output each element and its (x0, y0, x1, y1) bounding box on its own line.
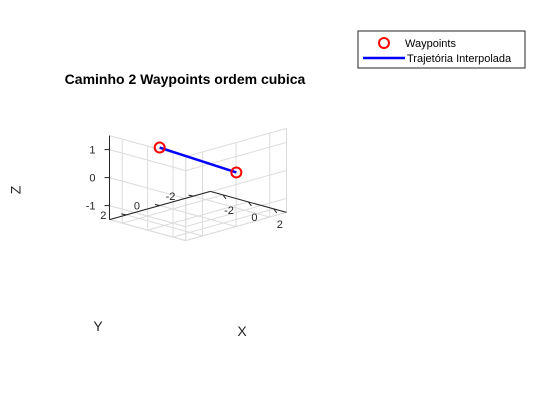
z-tick-label: -1 (86, 201, 96, 213)
plot-data (153, 141, 243, 179)
x-tick-mark (222, 194, 227, 200)
legend: Waypoints Trajetória Interpolada (357, 30, 526, 69)
trajectory-line (159, 146, 237, 174)
grid-lines (109, 127, 287, 242)
legend-marker-waypoints (378, 37, 390, 49)
grid-line-floor-y (193, 195, 270, 218)
y-axis-label: Y (93, 318, 103, 334)
grid-line-wall-yz (185, 211, 287, 242)
grid-line-wall-yz (185, 127, 287, 158)
x-tick-mark (273, 208, 278, 214)
waypoint-marker (153, 141, 166, 154)
legend-label-trajectory: Trajetória Interpolada (407, 53, 512, 65)
grid-line-wall-xz (109, 177, 186, 200)
legend-label-waypoints: Waypoints (405, 38, 456, 50)
y-tick-label: 0 (134, 201, 140, 213)
grid-line-wall-yz (185, 141, 287, 172)
x-tick-label: 0 (251, 212, 257, 224)
grid-line-wall-xz (109, 149, 186, 172)
x-axis-label: X (237, 323, 247, 339)
y-tick-mark (188, 194, 194, 197)
y-tick-mark (121, 213, 127, 216)
axes (104, 135, 287, 221)
z-axis-label: Z (8, 185, 24, 194)
x-tick-mark (247, 201, 252, 207)
chart-title: Caminho 2 Waypoints ordem cubica (65, 71, 306, 87)
grid-line-wall-yz (185, 197, 287, 228)
z-tick-label: 1 (89, 145, 95, 157)
y-tick-label: -2 (166, 191, 176, 203)
x-tick-label: -2 (224, 205, 234, 217)
tick-labels: -2 0 2 -2 0 2 -1 0 1 (86, 145, 283, 231)
x-tick-label: 2 (277, 219, 283, 231)
y-tick-mark (154, 204, 160, 206)
grid-line-wall-xz (109, 205, 186, 228)
legend-box (357, 30, 526, 69)
waypoint-marker (230, 166, 243, 179)
grid-line-wall-xz (109, 219, 186, 242)
y-tick-label: 2 (100, 210, 106, 222)
grid-line-floor-y (126, 214, 203, 237)
z-tick-label: 0 (89, 173, 95, 185)
